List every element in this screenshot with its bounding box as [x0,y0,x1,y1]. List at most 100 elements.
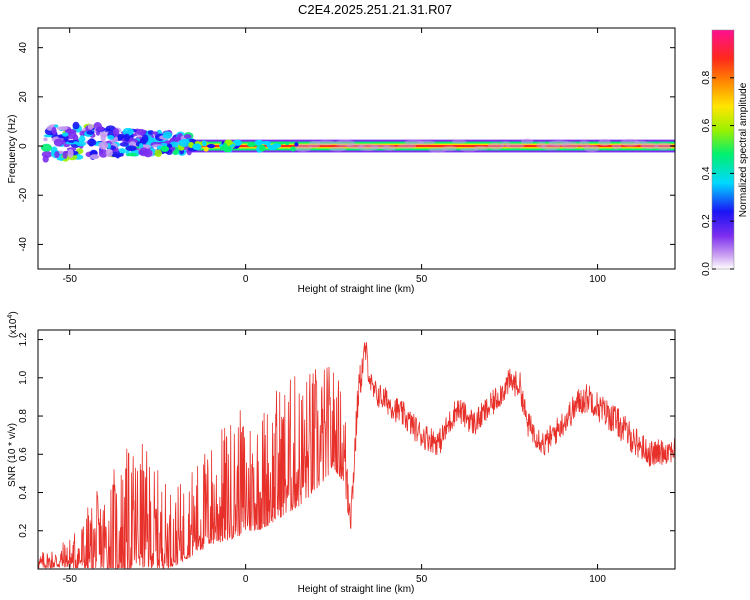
spectrogram-ticks: -50 0 50 100 -40 -20 0 20 40 [18,28,675,285]
y-tick-label: 40 [18,42,29,54]
transition-cell [285,141,290,146]
snr-ticks: -50 0 50 100 0.2 0.4 0.6 0.8 1.0 1.2 [18,330,675,585]
transition-cell [276,141,286,145]
scale-exp: 4 [7,315,14,319]
transition-cell [254,139,264,146]
carrier-core [175,144,675,148]
spectrogram-panel: -50 0 50 100 -40 -20 0 20 40 Height of straight … [7,27,676,295]
faint-cell [611,144,622,150]
transition-cell [226,146,232,152]
scatter-cell [138,142,144,149]
scatter-cell [183,134,192,139]
faint-cell [584,144,600,153]
snr-frame [37,329,676,570]
scatter-cell [87,138,97,146]
scatter-cell [122,127,134,136]
x-tick-label: 50 [416,274,428,285]
transition-cell [232,139,243,146]
scatter-cell [125,145,137,152]
snr-ylabel: SNR (10 * v/v) [7,423,18,487]
transition-cell [290,146,296,152]
transition-cell [202,140,207,147]
scatter-cell [73,141,79,145]
scale-base: (x10 [8,318,19,338]
spectrogram-frame [37,27,676,270]
transition-cell [203,146,209,152]
y-tick-label: 0.6 [18,447,29,461]
scatter-cell [105,125,116,132]
y-tick-label: 1.2 [18,332,29,346]
scatter-cell [138,147,149,157]
scatter-cell [162,131,173,139]
scatter-cell [178,138,191,147]
colorbar-tick-label: 0.8 [701,70,712,84]
scatter-cell [118,148,126,155]
colorbar: 0.0 0.2 0.4 0.6 0.8 Normalized spectral ampl… [701,29,749,276]
scatter-cell [135,128,146,136]
scatter-cell [72,134,79,142]
faint-cell [487,142,504,150]
scatter-cell [62,132,69,137]
faint-cell [520,138,534,145]
transition-cell [294,142,299,147]
x-tick-label: 100 [589,274,606,285]
scatter-cell [54,124,59,128]
y-tick-label: 1.0 [18,370,29,384]
y-tick-label: 0.4 [18,485,29,499]
figure-title: C2E4.2025.251.21.31.R07 [298,2,452,17]
transition-cell [261,140,272,145]
transition-cell [259,144,266,152]
faint-cell [640,142,659,150]
faint-cell [506,143,525,149]
svg-text:(x104): (x104) [7,311,19,338]
scatter-cell [141,134,149,143]
faint-cell [382,144,397,151]
transition-cell [192,143,202,150]
x-tick-label: 0 [243,574,249,585]
transition-cell [246,142,257,147]
scatter-cell [126,152,138,157]
scatter-cell [105,148,113,158]
heatmap-cells [40,121,675,163]
colorbar-tick-label: 0.2 [701,214,712,228]
faint-cell [294,143,312,152]
faint-cell [598,138,612,147]
scatter-cell [107,134,115,140]
scatter-cell [40,143,53,152]
transition-cell [207,143,216,149]
scatter-cell [98,148,108,158]
scatter-cell [57,126,69,131]
scatter-cell [87,123,94,130]
scatter-cell [43,137,48,142]
spectrogram-ylabel: Frequency (Hz) [7,115,18,184]
snr-line [38,341,675,569]
y-tick-label: -40 [18,237,29,252]
scatter-cell [98,141,109,150]
faint-cell [442,145,458,152]
scatter-cell [119,142,129,147]
colorbar-label: Normalized spectral amplitude [738,82,749,217]
transition-cell [194,141,201,145]
faint-cell [416,140,436,145]
scatter-cell [67,148,74,158]
faint-cell [428,147,447,153]
y-tick-label: 0.2 [18,523,29,537]
scatter-cell [54,151,60,159]
y-tick-label: -20 [18,188,29,203]
y-tick-label: 20 [18,91,29,103]
colorbar-gradient [711,29,735,270]
faint-cell [473,145,489,151]
scale-close: ) [8,311,19,314]
y-tick-label: 0.8 [18,409,29,423]
scatter-cell [86,130,95,135]
colorbar-tick-label: 0.0 [701,262,712,276]
colorbar-ticks: 0.0 0.2 0.4 0.6 0.8 [701,70,734,276]
faint-cell [329,146,347,152]
scatter-cell [62,150,68,160]
faint-cell [654,142,673,150]
scatter-cell [123,133,130,142]
faint-cell [620,138,640,147]
x-tick-label: -50 [62,574,77,585]
colorbar-tick-label: 0.4 [701,166,712,180]
